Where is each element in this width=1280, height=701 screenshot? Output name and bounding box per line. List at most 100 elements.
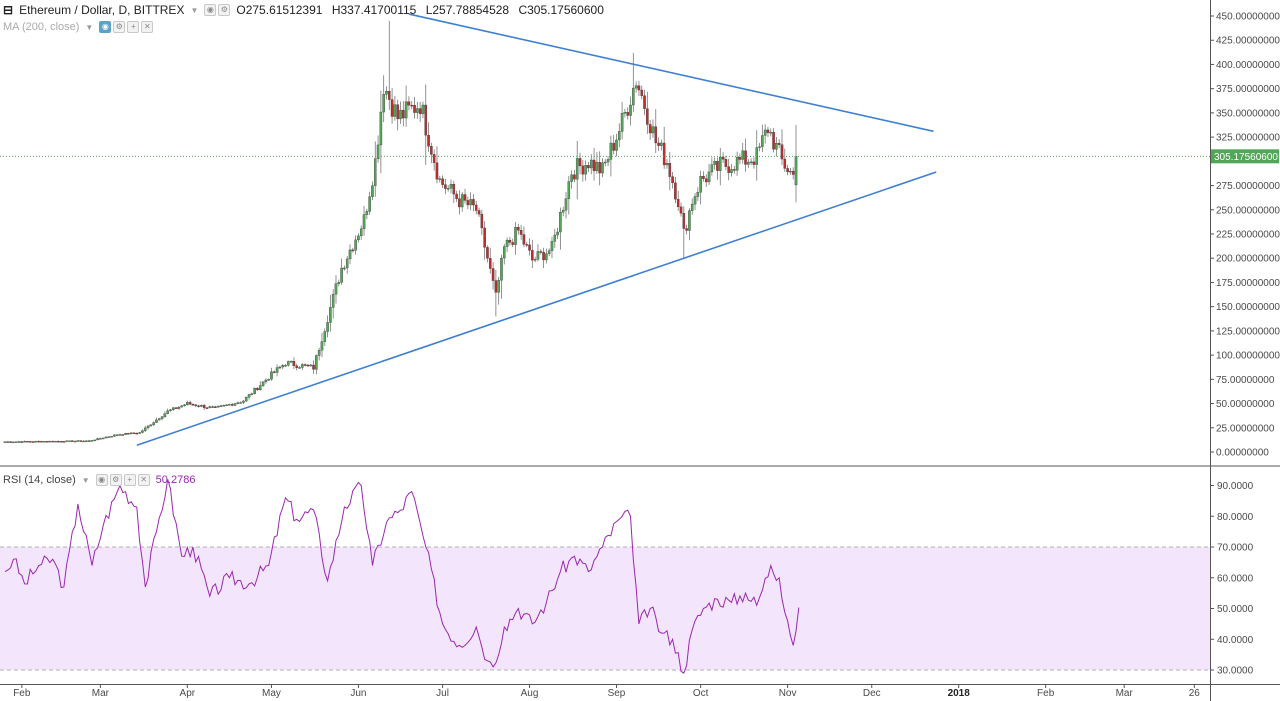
candle	[233, 402, 237, 407]
candle	[592, 148, 596, 181]
close-value: C305.17560600	[518, 3, 604, 17]
candle-body	[780, 144, 784, 160]
candle-body	[508, 239, 512, 243]
candle-body	[421, 104, 425, 114]
candle-body	[222, 405, 226, 407]
candle-body	[427, 134, 430, 147]
candle-body	[382, 94, 385, 113]
price-tick-label: 75.00000000	[1216, 375, 1275, 386]
settings-icon[interactable]: ⚙	[113, 21, 126, 33]
candle-body	[236, 402, 240, 404]
candle-body	[68, 440, 71, 442]
candle	[188, 400, 192, 406]
candle-body	[6, 441, 10, 443]
candle-body	[149, 424, 153, 427]
price-tick-label: 25.00000000	[1216, 423, 1275, 434]
candle-body	[228, 404, 231, 406]
close-icon[interactable]: ✕	[141, 21, 154, 33]
candle	[205, 406, 209, 409]
candle	[118, 433, 122, 436]
candle-body	[113, 434, 116, 437]
candle-body	[200, 404, 203, 407]
candle-body	[718, 156, 722, 171]
candle	[180, 404, 183, 408]
candle-body	[407, 101, 411, 106]
candle-body	[281, 365, 284, 368]
candle-body	[668, 163, 672, 177]
candle-body	[452, 184, 456, 195]
candle	[674, 177, 677, 204]
candle	[382, 75, 385, 123]
candle	[536, 244, 540, 262]
candle-body	[721, 156, 725, 160]
candle-body	[284, 365, 287, 367]
settings-icon[interactable]: ⚙	[218, 4, 231, 16]
candle-body	[786, 168, 789, 173]
candle-body	[775, 143, 778, 150]
chevron-down-icon[interactable]: ▼	[85, 22, 94, 32]
candle-body	[676, 199, 680, 208]
ma-label[interactable]: MA (200, close)	[3, 21, 80, 33]
candle	[183, 403, 186, 407]
candle	[581, 159, 585, 182]
candle-body	[559, 212, 562, 233]
candle	[665, 159, 669, 169]
candle	[320, 332, 324, 358]
candle-body	[40, 441, 43, 443]
eye-icon[interactable]: ◉	[204, 4, 217, 16]
candle-body	[424, 104, 428, 136]
candle-body	[713, 161, 716, 165]
candle-body	[337, 282, 341, 284]
candle-body	[657, 142, 660, 146]
candle-body	[539, 251, 543, 253]
chevron-down-icon[interactable]: ▼	[81, 475, 90, 485]
candle-body	[435, 162, 439, 180]
eye-icon[interactable]: ◉	[99, 21, 112, 33]
candle-body	[581, 165, 585, 175]
close-icon[interactable]: ✕	[137, 474, 150, 486]
candle-body	[789, 170, 792, 173]
price-tick-label: 400.00000000	[1216, 60, 1280, 71]
collapse-icon[interactable]: ⊟	[3, 3, 14, 17]
candle-body	[438, 178, 442, 180]
candle-body	[45, 441, 49, 443]
candle	[113, 434, 116, 438]
candle	[87, 439, 91, 442]
candle	[228, 403, 231, 406]
candle	[491, 262, 495, 290]
eye-icon[interactable]: ◉	[95, 474, 108, 486]
candle	[651, 119, 655, 138]
candle	[23, 440, 26, 443]
rsi-label[interactable]: RSI (14, close)	[3, 474, 76, 486]
candle-body	[488, 258, 492, 269]
candle	[315, 354, 318, 375]
candle-body	[267, 379, 270, 381]
candle-body	[62, 441, 66, 443]
candle	[775, 136, 778, 157]
candle-body	[323, 331, 327, 342]
chevron-down-icon[interactable]: ▼	[190, 5, 199, 15]
candle	[410, 101, 414, 110]
candle-body	[79, 440, 83, 442]
candle	[135, 432, 139, 435]
candle	[132, 432, 136, 435]
candle-body	[309, 364, 313, 367]
candle	[671, 171, 674, 189]
candle-body	[399, 109, 402, 120]
candle	[214, 405, 217, 408]
candle-body	[430, 146, 433, 155]
candle	[59, 441, 63, 443]
settings-icon[interactable]: ⚙	[109, 474, 122, 486]
candle-body	[665, 163, 669, 166]
symbol-title[interactable]: Ethereum / Dollar, D, BITTREX	[19, 3, 185, 17]
candle	[177, 406, 181, 410]
candle	[772, 128, 775, 153]
candle-body	[749, 161, 753, 164]
candle-body	[239, 402, 242, 404]
candle	[629, 96, 632, 126]
candle-body	[730, 169, 733, 173]
candle	[539, 249, 543, 255]
plus-icon[interactable]: +	[123, 474, 136, 486]
plus-icon[interactable]: +	[127, 21, 140, 33]
